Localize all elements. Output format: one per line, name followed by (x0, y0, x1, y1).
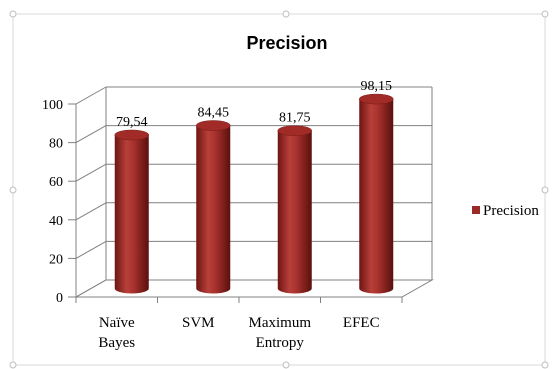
bar-body (196, 125, 231, 294)
bar-top (114, 129, 149, 141)
data-labels: 79,54 84,45 81,75 98,15 (116, 79, 392, 130)
resize-handle (9, 361, 17, 369)
data-label: 84,45 (198, 106, 230, 121)
data-label: 81,75 (279, 111, 311, 126)
bar-2 (277, 125, 312, 294)
bar-top (359, 93, 394, 105)
resize-handle (282, 361, 290, 369)
y-tick-label: 60 (49, 175, 63, 190)
legend-swatch (472, 206, 480, 214)
bar-body (359, 99, 394, 294)
chart-title: Precision (246, 33, 327, 53)
axes (75, 87, 403, 303)
bar-body (114, 134, 149, 294)
gridline-side (75, 86, 107, 105)
resize-handle (9, 186, 17, 194)
resize-handles[interactable] (9, 10, 549, 369)
x-category-label: Entropy (256, 335, 305, 351)
bars (114, 93, 394, 294)
legend: Precision (472, 203, 539, 219)
gridline-side (75, 240, 107, 259)
gridline-side (75, 279, 107, 298)
bar-1 (196, 120, 231, 294)
gridline-side (75, 125, 107, 144)
x-category-label: Bayes (98, 335, 135, 351)
bar-top (277, 125, 312, 136)
y-tick-label: 0 (56, 291, 63, 306)
x-category-label: SVM (182, 315, 215, 331)
data-label: 79,54 (116, 115, 148, 130)
bar-body (277, 130, 312, 294)
legend-label: Precision (483, 203, 539, 219)
y-tick-label: 100 (42, 98, 63, 113)
data-label: 98,15 (361, 79, 393, 94)
x-axis-category-labels: Naïve Bayes SVM Maximum Entropy EFEC (98, 315, 379, 351)
y-tick-label: 20 (49, 252, 63, 267)
y-tick-label: 40 (49, 214, 63, 229)
resize-handle (9, 10, 17, 18)
gridline-side (75, 202, 107, 221)
resize-handle (282, 10, 290, 18)
gridline-side (75, 163, 107, 182)
bar-0 (114, 129, 149, 294)
x-category-label: Naïve (99, 315, 135, 331)
bar-3 (359, 93, 394, 294)
resize-handle (541, 186, 549, 194)
x-category-label: Maximum (249, 315, 312, 331)
resize-handle (541, 10, 549, 18)
y-axis-tick-labels: 0 20 40 60 80 100 (42, 98, 63, 306)
bar-top (196, 120, 231, 131)
resize-handle (541, 361, 549, 369)
x-category-label: EFEC (343, 315, 380, 331)
y-tick-label: 80 (49, 137, 63, 152)
